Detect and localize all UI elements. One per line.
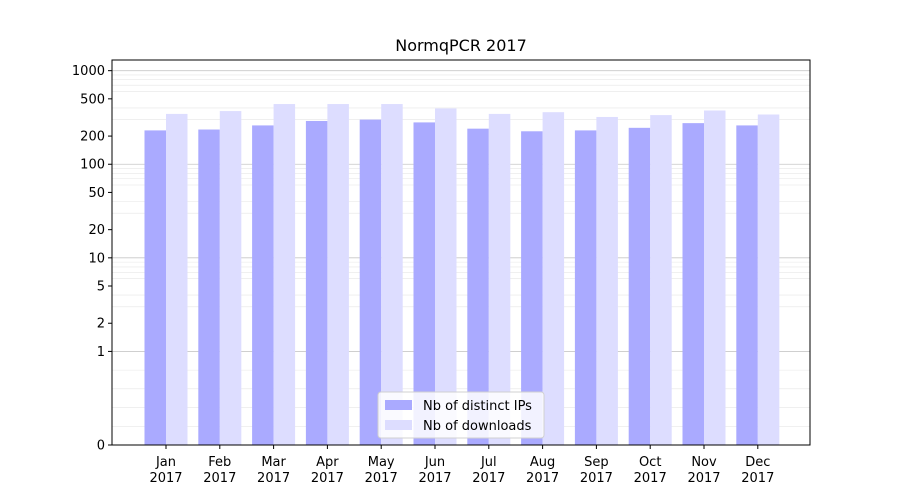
x-tick-label-year: 2017 bbox=[741, 471, 774, 486]
x-tick-label-year: 2017 bbox=[365, 471, 398, 486]
bar bbox=[542, 112, 565, 445]
legend-swatch bbox=[385, 400, 412, 410]
x-tick-label-year: 2017 bbox=[418, 471, 451, 486]
bar bbox=[628, 127, 651, 445]
x-tick-label-year: 2017 bbox=[203, 471, 236, 486]
legend: Nb of distinct IPs Nb of downloads bbox=[377, 391, 545, 439]
y-tick-label: 20 bbox=[88, 223, 105, 238]
bar bbox=[650, 115, 672, 446]
y-tick-label: 1 bbox=[97, 345, 105, 360]
x-tick-label-month: May bbox=[368, 455, 395, 470]
bar bbox=[144, 130, 166, 446]
x-tick-label-year: 2017 bbox=[526, 471, 559, 486]
bar bbox=[273, 104, 296, 445]
bar bbox=[381, 104, 403, 445]
bar bbox=[252, 125, 274, 445]
x-tick-label-month: Apr bbox=[316, 455, 339, 470]
bar bbox=[757, 114, 780, 445]
bar bbox=[327, 104, 349, 445]
bar bbox=[704, 110, 726, 446]
y-tick-label: 500 bbox=[80, 92, 105, 107]
y-tick-label: 100 bbox=[80, 158, 105, 173]
y-tick-label: 200 bbox=[80, 130, 105, 145]
bar bbox=[682, 123, 704, 446]
x-tick-label-year: 2017 bbox=[311, 471, 344, 486]
plot-frame bbox=[111, 59, 811, 446]
x-tick-label-month: Aug bbox=[530, 455, 555, 470]
bar bbox=[521, 131, 543, 445]
x-tick-label-month: Jun bbox=[424, 455, 445, 470]
bar bbox=[219, 111, 242, 445]
x-tick-label-month: Jan bbox=[155, 455, 176, 470]
legend-label: Nb of downloads bbox=[423, 419, 532, 434]
bar bbox=[736, 125, 758, 445]
x-tick-label-month: Sep bbox=[584, 455, 609, 470]
y-tick-label: 1000 bbox=[72, 64, 105, 79]
y-tick-label: 0 bbox=[97, 439, 105, 454]
x-tick-label-month: Oct bbox=[639, 455, 661, 470]
bar bbox=[413, 122, 435, 445]
legend-label: Nb of distinct IPs bbox=[423, 399, 532, 414]
bar bbox=[305, 120, 328, 445]
x-tick-label-month: Mar bbox=[261, 455, 286, 470]
y-tick-label: 2 bbox=[97, 317, 105, 332]
y-axis: 0 1 2 5 10 20 50 100 200 500 1000 bbox=[72, 64, 112, 454]
bar bbox=[488, 113, 511, 446]
chart-title: NormqPCR 2017 bbox=[395, 36, 527, 55]
x-tick-label-year: 2017 bbox=[580, 471, 613, 486]
y-tick-label: 5 bbox=[97, 280, 105, 295]
x-tick-label-year: 2017 bbox=[634, 471, 667, 486]
x-tick-label-month: Jul bbox=[480, 455, 497, 470]
x-tick-label-month: Dec bbox=[745, 455, 770, 470]
x-tick-label-year: 2017 bbox=[472, 471, 505, 486]
x-axis: Jan2017Feb2017Mar2017Apr2017May2017Jun20… bbox=[149, 445, 774, 486]
bar bbox=[574, 130, 597, 446]
x-tick-label-year: 2017 bbox=[257, 471, 290, 486]
bars bbox=[144, 104, 780, 446]
bar bbox=[435, 108, 457, 446]
bar bbox=[359, 119, 382, 446]
bar bbox=[198, 129, 220, 445]
x-tick-label-month: Nov bbox=[691, 455, 717, 470]
y-tick-label: 50 bbox=[88, 186, 105, 201]
bar bbox=[166, 113, 188, 446]
legend-box bbox=[377, 391, 545, 439]
x-tick-label-year: 2017 bbox=[687, 471, 720, 486]
bar bbox=[467, 128, 489, 445]
bar bbox=[596, 116, 618, 446]
y-tick-label: 10 bbox=[88, 251, 105, 266]
x-tick-label-year: 2017 bbox=[149, 471, 182, 486]
legend-swatch bbox=[385, 420, 412, 430]
x-tick-label-month: Feb bbox=[208, 455, 231, 470]
